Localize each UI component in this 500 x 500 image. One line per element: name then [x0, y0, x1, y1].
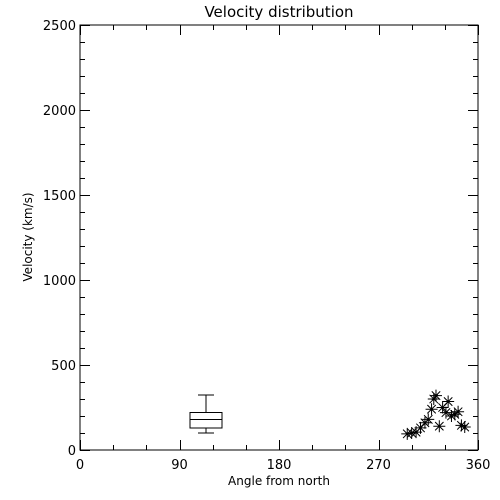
- scatter-point: [452, 405, 465, 418]
- scatter-point: [427, 393, 440, 405]
- y-tick-label: 2000: [43, 104, 76, 119]
- scatter-point: [439, 406, 452, 419]
- x-axis-ticks: 0 90 180 270 360: [76, 25, 491, 473]
- boxplot-box: [189, 412, 223, 429]
- x-axis-label: Angle from north: [228, 474, 330, 488]
- scatter-point: [442, 395, 455, 408]
- x-tick-label: 360: [466, 458, 491, 473]
- scatter-point: [448, 408, 461, 421]
- y-tick-label: 1500: [43, 189, 76, 204]
- scatter-point: [458, 421, 471, 434]
- scatter-point: [410, 426, 423, 439]
- x-tick-label: 0: [76, 458, 84, 473]
- plot-frame: [79, 24, 479, 451]
- y-tick-label: 1000: [43, 274, 76, 289]
- scatter-point: [422, 413, 435, 426]
- y-tick-label: 2500: [43, 19, 76, 34]
- scatter-point: [436, 401, 449, 414]
- scatter-point: [414, 421, 427, 434]
- y-tick-label: 500: [51, 359, 76, 374]
- y-axis-label: Velocity (km/s): [21, 192, 35, 281]
- scatter-point: [425, 403, 438, 416]
- scatter-point: [445, 410, 458, 422]
- scatter-point: [401, 427, 414, 440]
- velocity-boxplot: [189, 394, 223, 434]
- scatter-point: [405, 427, 418, 439]
- y-axis-ticks: 0 500 1000 1500 2000 2500: [43, 19, 478, 459]
- scatter-point: [433, 420, 446, 433]
- y-tick-label: 0: [68, 444, 76, 459]
- scatter-point: [429, 389, 442, 402]
- x-tick-label: 90: [171, 458, 188, 473]
- x-tick-label: 180: [267, 458, 292, 473]
- scatter-points: [401, 389, 471, 440]
- scatter-point: [455, 419, 468, 432]
- chart-title: Velocity distribution: [204, 3, 353, 21]
- x-tick-label: 270: [366, 458, 391, 473]
